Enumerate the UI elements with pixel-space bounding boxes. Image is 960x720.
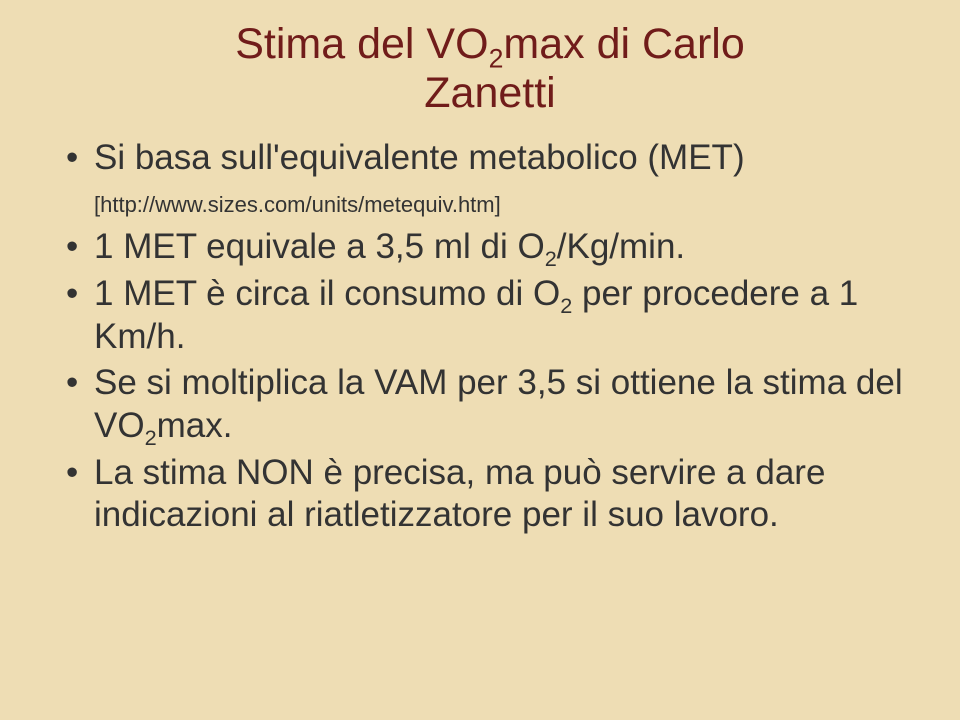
bullet-text: Si basa sull'equivalente metabolico (MET… bbox=[94, 138, 745, 177]
bullet-sub: 2 bbox=[545, 246, 557, 271]
slide-title: Stima del VO2max di Carlo Zanetti bbox=[60, 20, 920, 119]
bullet-sub: 2 bbox=[145, 425, 157, 450]
bullet-item: 1 MET è circa il consumo di O2 per proce… bbox=[60, 273, 920, 358]
bullet-sub: 2 bbox=[560, 293, 572, 318]
bullet-link: [http://www.sizes.com/units/metequiv.htm… bbox=[94, 192, 501, 217]
bullet-text: 1 MET equivale a 3,5 ml di O bbox=[94, 227, 545, 266]
bullet-list: Si basa sull'equivalente metabolico (MET… bbox=[60, 137, 920, 537]
slide: Stima del VO2max di Carlo Zanetti Si bas… bbox=[0, 0, 960, 720]
bullet-text: 1 MET è circa il consumo di O bbox=[94, 274, 560, 313]
bullet-item: La stima NON è precisa, ma può servire a… bbox=[60, 452, 920, 537]
title-part2: Zanetti bbox=[424, 69, 555, 117]
bullet-item: Si basa sull'equivalente metabolico (MET… bbox=[60, 137, 920, 222]
title-part1b: max di Carlo bbox=[503, 20, 744, 68]
bullet-text: /Kg/min. bbox=[557, 227, 685, 266]
bullet-item: Se si moltiplica la VAM per 3,5 si ottie… bbox=[60, 362, 920, 447]
bullet-item: 1 MET equivale a 3,5 ml di O2/Kg/min. bbox=[60, 226, 920, 269]
title-part1: Stima del VO bbox=[235, 20, 488, 68]
bullet-text: La stima NON è precisa, ma può servire a… bbox=[94, 453, 825, 535]
bullet-text: max. bbox=[157, 406, 233, 445]
